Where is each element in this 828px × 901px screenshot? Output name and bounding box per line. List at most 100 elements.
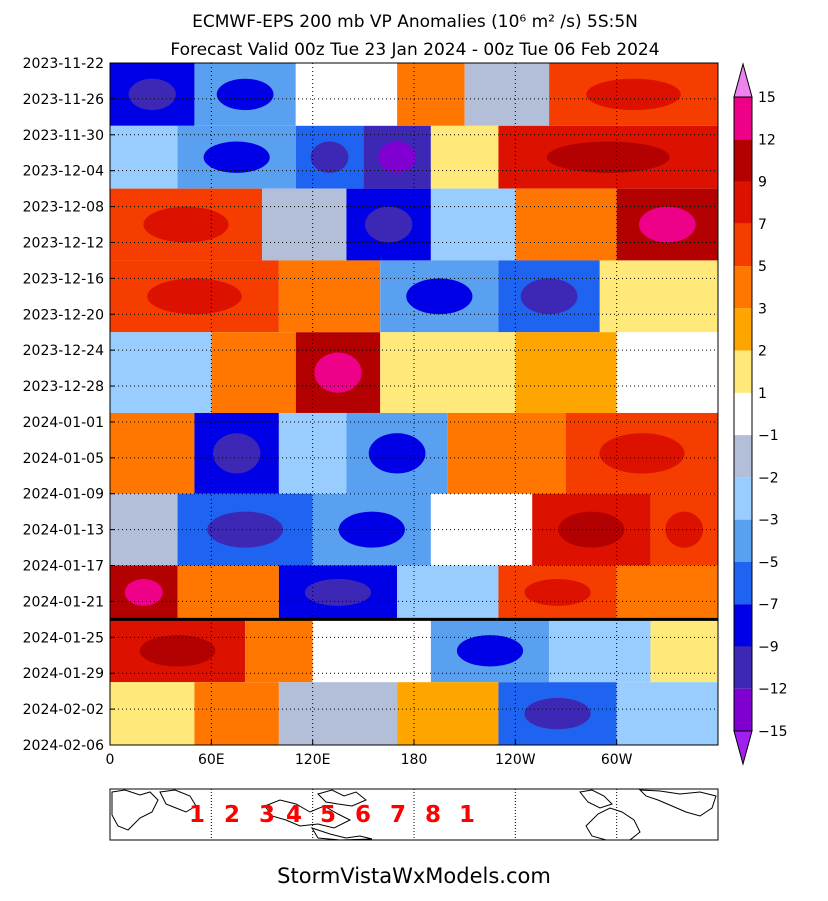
- y-tick-label: 2023-12-12: [23, 235, 104, 251]
- anomaly-core: [207, 511, 283, 548]
- anomaly-field: [110, 63, 718, 745]
- anomaly-cell: [515, 332, 617, 413]
- colorbar-swatch: [734, 350, 752, 393]
- anomaly-cell: [549, 619, 651, 683]
- anomaly-core: [456, 635, 524, 667]
- anomaly-cell: [194, 682, 279, 745]
- anomaly-cell: [464, 63, 550, 126]
- anomaly-core: [124, 578, 163, 606]
- colorbar: 15 12 9 7 5 3 2 1 −1 −2 −3 −5 −7 −9 −12 −15: [733, 62, 788, 766]
- anomaly-core: [365, 206, 413, 243]
- colorbar-swatch: [734, 181, 752, 224]
- x-tick-label: 180: [401, 752, 428, 768]
- anomaly-cell: [110, 682, 195, 745]
- landmass-outline: [264, 799, 352, 829]
- anomaly-cell: [430, 125, 499, 189]
- anomaly-core: [304, 578, 372, 606]
- anomaly-cell: [447, 412, 566, 494]
- anomaly-cell: [430, 188, 516, 261]
- mjo-phase-label: 1: [459, 802, 475, 828]
- anomaly-core: [524, 578, 591, 606]
- anomaly-core: [203, 141, 270, 173]
- anomaly-core: [310, 141, 349, 173]
- y-tick-label: 2023-12-08: [23, 200, 104, 216]
- colorbar-swatch: [734, 266, 752, 309]
- continent-outlines: [111, 789, 717, 841]
- colorbar-label: −2: [758, 470, 779, 486]
- anomaly-cell: [397, 682, 499, 745]
- anomaly-core: [368, 433, 426, 474]
- anomaly-core: [586, 78, 681, 111]
- y-tick-label: 2024-01-25: [23, 630, 104, 646]
- y-tick-label: 2023-12-24: [23, 343, 104, 359]
- y-tick-label: 2024-01-09: [23, 487, 104, 503]
- anomaly-core: [128, 78, 176, 111]
- mjo-phase-label: 6: [355, 802, 371, 828]
- anomaly-cell: [110, 125, 178, 189]
- colorbar-label: −15: [758, 724, 788, 740]
- site-footer: StormVistaWxModels.com: [277, 864, 551, 888]
- landmass-outline: [317, 789, 367, 807]
- anomaly-core: [147, 278, 242, 315]
- mjo-phase-label: 5: [320, 802, 336, 828]
- anomaly-core: [216, 78, 274, 111]
- anomaly-cell: [110, 493, 178, 566]
- x-axis: 0 60E 120E 180 120W 60W: [106, 740, 633, 768]
- x-tick-label: 120E: [295, 752, 331, 768]
- anomaly-cell: [177, 565, 279, 620]
- anomaly-cell: [616, 682, 718, 745]
- anomaly-core: [378, 141, 417, 173]
- anomaly-cell: [110, 412, 195, 494]
- y-tick-label: 2023-12-20: [23, 307, 104, 323]
- colorbar-label: −5: [758, 555, 779, 571]
- anomaly-cell: [312, 619, 431, 683]
- anomaly-cell: [278, 260, 381, 333]
- x-tick-label: 120W: [495, 752, 536, 768]
- colorbar-max-arrow: [733, 62, 753, 98]
- anomaly-cell: [430, 493, 533, 566]
- anomaly-core: [638, 206, 696, 243]
- colorbar-swatch: [734, 392, 752, 436]
- colorbar-min-arrow: [733, 730, 753, 766]
- y-tick-label: 2023-12-28: [23, 379, 104, 395]
- colorbar-label: −12: [758, 682, 788, 698]
- y-tick-label: 2023-12-04: [23, 164, 104, 180]
- y-tick-label: 2024-02-02: [23, 702, 104, 718]
- anomaly-cell: [245, 619, 313, 683]
- y-tick-label: 2024-01-01: [23, 415, 104, 431]
- map-grid-lines: [210, 789, 618, 840]
- colorbar-swatch: [734, 139, 752, 182]
- mjo-phase-label: 3: [259, 802, 275, 828]
- anomaly-core: [546, 141, 670, 173]
- x-tick-label: 60E: [198, 752, 225, 768]
- y-tick-label: 2024-01-17: [23, 559, 104, 575]
- grid-lines: [110, 62, 718, 746]
- colorbar-swatch: [734, 97, 752, 140]
- anomaly-cell: [278, 412, 347, 494]
- colorbar-label: −1: [758, 428, 779, 444]
- anomaly-cell: [616, 565, 718, 620]
- anomaly-cell: [650, 619, 718, 683]
- colorbar-swatch: [734, 519, 752, 562]
- mjo-phase-label: 2: [224, 802, 240, 828]
- anomaly-core: [520, 278, 578, 315]
- y-tick-label: 2023-11-22: [23, 56, 104, 72]
- anomaly-core: [143, 206, 229, 243]
- colorbar-swatch: [734, 435, 752, 478]
- landmass-outline: [310, 827, 373, 841]
- y-tick-label: 2024-01-29: [23, 666, 104, 682]
- landmass-outline: [159, 789, 197, 813]
- colorbar-swatch: [734, 604, 752, 647]
- anomaly-cell: [110, 332, 212, 413]
- landmass-outline: [585, 807, 641, 841]
- y-tick-label: 2024-02-06: [23, 738, 104, 754]
- colorbar-label: 1: [758, 386, 767, 402]
- mjo-phase-label: 7: [390, 802, 406, 828]
- anomaly-core: [314, 352, 362, 393]
- anomaly-cell: [397, 63, 465, 126]
- landmass-outline: [579, 789, 613, 809]
- anomaly-core: [524, 697, 591, 730]
- colorbar-swatch: [734, 561, 752, 605]
- anomaly-core: [665, 511, 704, 548]
